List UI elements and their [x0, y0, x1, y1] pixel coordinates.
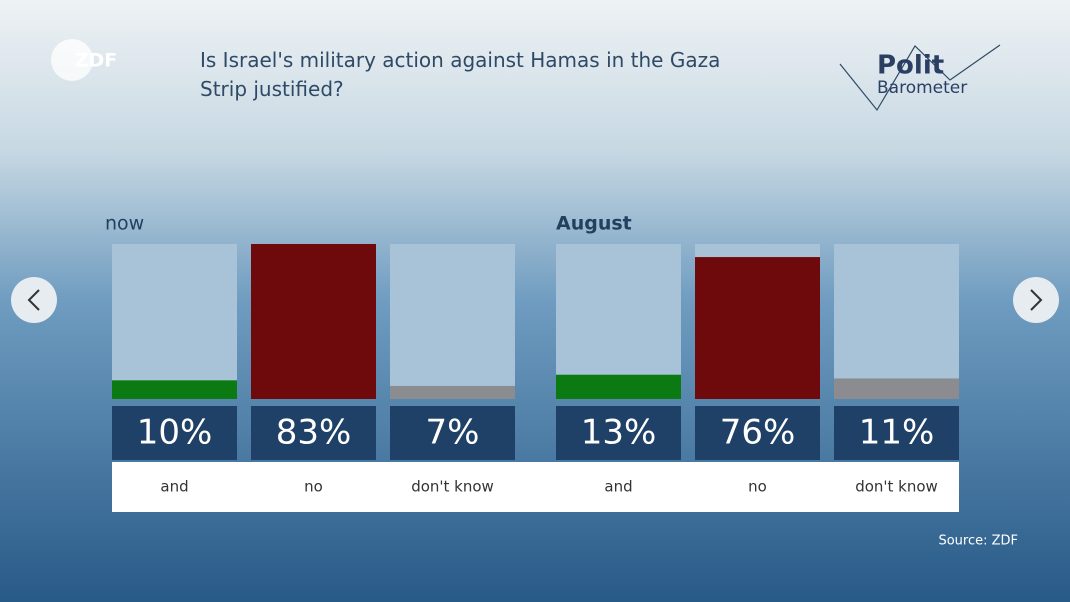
bar — [390, 385, 515, 399]
bar-background — [112, 244, 237, 399]
brand-bottom: Barometer — [877, 78, 967, 98]
title-box: Is Israel's military action against Hama… — [200, 48, 721, 101]
prev-button[interactable] — [11, 277, 57, 323]
logo-badge — [51, 39, 93, 81]
prev-circle[interactable] — [11, 277, 57, 323]
category-label: don't know — [855, 478, 938, 496]
category-label: and — [604, 478, 632, 496]
value-box — [112, 406, 237, 460]
category-label: don't know — [411, 478, 494, 496]
prev-arrow[interactable] — [27, 289, 40, 311]
next-arrow[interactable] — [1030, 289, 1043, 311]
brand-top: Polit — [877, 51, 944, 81]
bar-background — [834, 244, 959, 399]
category-label: no — [304, 478, 323, 496]
value-box — [556, 406, 681, 460]
bar — [112, 380, 237, 399]
label-strip — [112, 462, 959, 512]
value-label: 10% — [137, 413, 213, 453]
bar — [834, 378, 959, 399]
value-box — [251, 406, 376, 460]
bar — [695, 257, 820, 399]
next-circle[interactable] — [1013, 277, 1059, 323]
panel-label: August — [556, 213, 632, 235]
bar-background — [556, 244, 681, 399]
value-label: 76% — [720, 413, 796, 453]
value-box — [390, 406, 515, 460]
bar-background — [390, 244, 515, 399]
value-label: 13% — [581, 413, 657, 453]
brand-line — [839, 44, 1001, 112]
value-label: 7% — [426, 413, 480, 453]
source: Source: ZDF — [938, 534, 1018, 549]
title: Is Israel's military action against Hama… — [200, 48, 721, 101]
panel-label: now — [105, 213, 144, 235]
category-label: no — [748, 478, 767, 496]
value-box — [695, 406, 820, 460]
category-label: and — [160, 478, 188, 496]
bar — [556, 374, 681, 399]
next-button[interactable] — [1013, 277, 1059, 323]
logo: ZDF — [75, 50, 118, 72]
bar — [251, 244, 376, 399]
value-label: 11% — [859, 413, 935, 453]
value-label: 83% — [276, 413, 352, 453]
value-box — [834, 406, 959, 460]
